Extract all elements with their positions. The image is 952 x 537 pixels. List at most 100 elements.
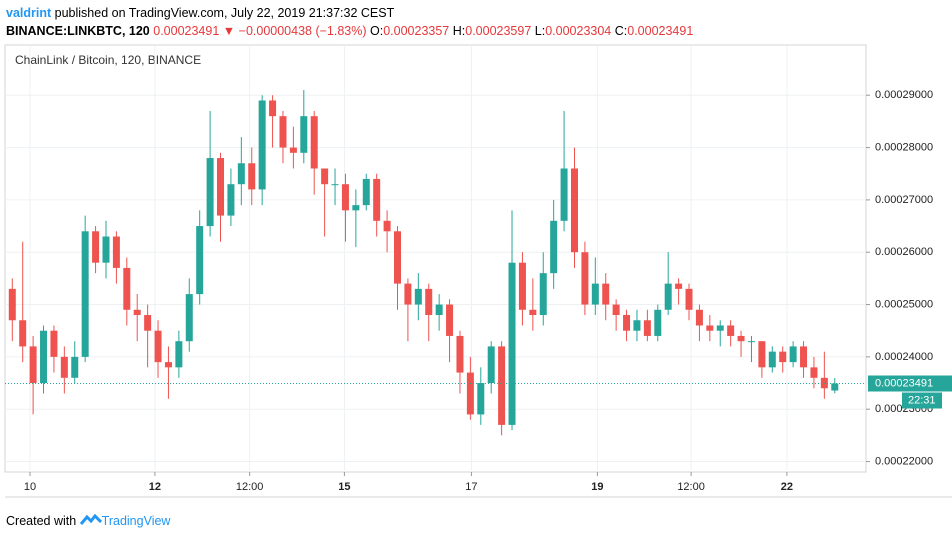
candle-body — [560, 168, 568, 221]
candle-body — [800, 346, 808, 368]
ohlc-value: 0.00023491 — [627, 24, 694, 38]
chart: ChainLink / Bitcoin, 120, BINANCE 0.0002… — [4, 44, 952, 498]
candle-body — [248, 163, 256, 190]
candle-body — [508, 262, 516, 425]
candle-body — [123, 267, 131, 310]
candle-body — [425, 288, 433, 316]
candle-body — [352, 205, 360, 211]
candle-body — [81, 231, 89, 357]
header-line: BINANCE:LINKBTC, 120 0.00023491 ▼ −0.000… — [6, 22, 693, 40]
candle-body — [60, 356, 68, 378]
last-price-label: 0.00023491 — [875, 377, 933, 389]
plot-frame — [4, 44, 867, 473]
candle-body — [50, 330, 58, 357]
candle-body — [685, 288, 693, 310]
candle-body — [456, 335, 464, 373]
candle-body — [144, 315, 152, 331]
candle-body — [19, 320, 27, 347]
candle-body — [164, 362, 172, 368]
candle-body — [331, 184, 339, 186]
candle-body — [258, 100, 266, 190]
ohlc-label: L: — [534, 24, 546, 38]
y-tick-label: 0.00026000 — [875, 246, 933, 258]
candle-body — [695, 309, 703, 326]
candle-body — [40, 330, 48, 384]
candle-body — [675, 283, 683, 289]
candle-body — [237, 163, 245, 185]
candle-body — [602, 283, 610, 305]
y-tick-label: 0.00028000 — [875, 141, 933, 153]
candle-body — [414, 288, 422, 305]
candle-body — [102, 236, 110, 263]
ohlc-label: O: — [370, 24, 384, 38]
y-tick-label: 0.00022000 — [875, 455, 933, 467]
author[interactable]: valdrint — [6, 6, 52, 20]
candle-body — [466, 372, 474, 415]
candle-body — [570, 168, 578, 253]
x-tick-label: 12:00 — [677, 481, 705, 493]
candle-body — [539, 273, 547, 316]
candle-body — [581, 252, 589, 305]
ohlc-label: C: — [614, 24, 628, 38]
candle-body — [289, 147, 297, 153]
candle-body — [71, 356, 79, 378]
candle-body — [789, 346, 797, 363]
y-tick-label: 0.00024000 — [875, 351, 933, 363]
arrow: ▼ — [222, 24, 236, 38]
candle-body — [498, 346, 506, 425]
candle-body — [341, 184, 349, 211]
candle-body — [175, 341, 183, 368]
ohlc-value: 0.00023357 — [383, 24, 450, 38]
candle-body — [831, 383, 839, 391]
candle-body — [487, 346, 495, 384]
x-tick-label: 12 — [149, 481, 161, 493]
candle-body — [706, 325, 714, 331]
candle-body — [196, 226, 204, 295]
ohlc-value: 0.00023304 — [545, 24, 612, 38]
candle-body — [727, 325, 735, 336]
brand[interactable]: TradingView — [101, 514, 171, 528]
candle-body — [92, 231, 100, 263]
candle-body — [664, 283, 672, 310]
symbol: BINANCE:LINKBTC, 120 — [6, 24, 150, 38]
candle-body — [393, 231, 401, 284]
x-tick-label: 22 — [781, 481, 793, 493]
footer: Created with TradingView — [6, 511, 170, 528]
y-tick-label: 0.00027000 — [875, 194, 933, 206]
candle-body — [633, 320, 641, 331]
x-tick-label: 15 — [338, 481, 350, 493]
candle-body — [404, 283, 412, 305]
change: −0.00000438 (−1.83%) — [238, 24, 367, 38]
countdown: 22:31 — [908, 394, 936, 406]
candle-body — [269, 100, 277, 117]
candle-body — [747, 341, 755, 343]
candle-body — [518, 262, 526, 310]
candle-body — [206, 158, 214, 227]
candle-body — [550, 220, 558, 274]
candle-body — [779, 351, 787, 363]
candle-body — [477, 383, 485, 415]
published: published on TradingView.com, July 22, 2… — [54, 6, 395, 20]
candle-body — [643, 320, 651, 336]
candle-body — [810, 367, 818, 378]
candle-body — [383, 220, 391, 232]
x-tick-label: 10 — [24, 481, 36, 493]
last-price-box — [868, 375, 952, 392]
candle-body — [623, 315, 631, 331]
candle-body — [362, 178, 370, 206]
candle-body — [529, 309, 537, 316]
candle-body — [654, 309, 662, 336]
candle-body — [154, 330, 162, 363]
candle-body — [300, 116, 308, 153]
x-tick-label: 17 — [465, 481, 477, 493]
candle-body — [185, 294, 193, 342]
candle-body — [373, 178, 381, 221]
candle-body — [446, 304, 454, 336]
logo — [79, 513, 102, 525]
chart-title: ChainLink / Bitcoin, 120, BINANCE — [15, 53, 201, 67]
candle-body — [227, 184, 235, 216]
candle-body — [591, 283, 599, 305]
ohlc-label: H: — [452, 24, 466, 38]
header-line: valdrint published on TradingView.com, J… — [6, 4, 693, 22]
